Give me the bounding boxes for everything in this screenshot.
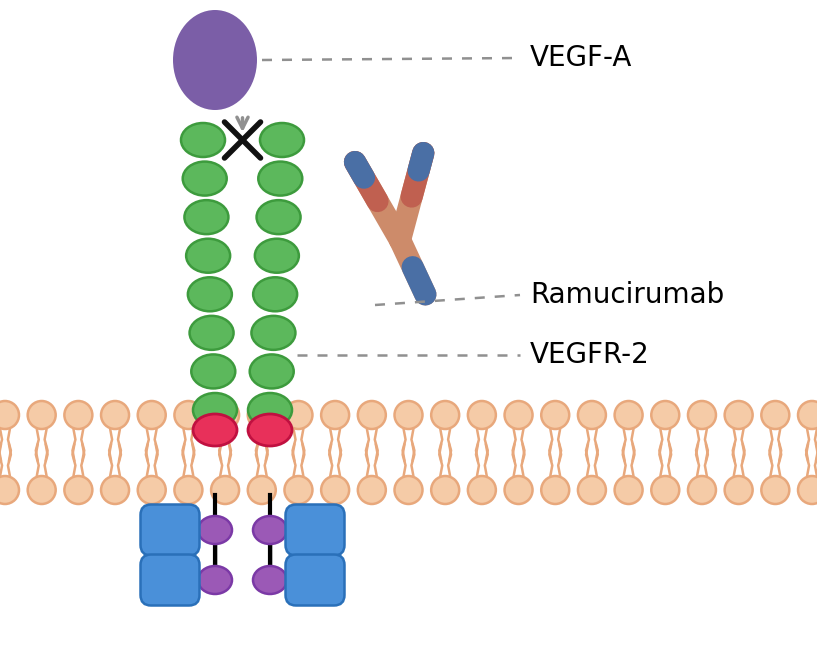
Ellipse shape xyxy=(255,239,299,272)
Text: VEGF-A: VEGF-A xyxy=(530,44,632,72)
Ellipse shape xyxy=(321,476,349,504)
Ellipse shape xyxy=(252,316,296,350)
Ellipse shape xyxy=(28,476,56,504)
Ellipse shape xyxy=(183,162,226,196)
Ellipse shape xyxy=(688,401,716,429)
Ellipse shape xyxy=(191,355,235,389)
Ellipse shape xyxy=(614,476,643,504)
Ellipse shape xyxy=(651,401,679,429)
Ellipse shape xyxy=(395,476,422,504)
Ellipse shape xyxy=(725,401,752,429)
Ellipse shape xyxy=(358,401,386,429)
Ellipse shape xyxy=(798,476,817,504)
Ellipse shape xyxy=(578,476,606,504)
Ellipse shape xyxy=(260,123,304,157)
Ellipse shape xyxy=(248,393,292,427)
Ellipse shape xyxy=(198,516,232,544)
Ellipse shape xyxy=(688,476,716,504)
Ellipse shape xyxy=(65,401,92,429)
FancyBboxPatch shape xyxy=(285,554,345,605)
Ellipse shape xyxy=(28,401,56,429)
Ellipse shape xyxy=(174,476,203,504)
Ellipse shape xyxy=(211,476,239,504)
Ellipse shape xyxy=(505,476,533,504)
Ellipse shape xyxy=(358,476,386,504)
Ellipse shape xyxy=(188,277,232,312)
Ellipse shape xyxy=(0,401,19,429)
Ellipse shape xyxy=(190,316,234,350)
Ellipse shape xyxy=(395,401,422,429)
Ellipse shape xyxy=(651,476,679,504)
Ellipse shape xyxy=(0,476,19,504)
Ellipse shape xyxy=(468,476,496,504)
Ellipse shape xyxy=(541,401,569,429)
Ellipse shape xyxy=(185,200,229,234)
Ellipse shape xyxy=(258,162,302,196)
Ellipse shape xyxy=(253,277,297,312)
Ellipse shape xyxy=(101,476,129,504)
Ellipse shape xyxy=(186,239,230,272)
Ellipse shape xyxy=(578,401,606,429)
Ellipse shape xyxy=(284,476,312,504)
Ellipse shape xyxy=(211,401,239,429)
Ellipse shape xyxy=(193,414,237,446)
Ellipse shape xyxy=(138,476,166,504)
Text: VEGFR-2: VEGFR-2 xyxy=(530,341,650,369)
Ellipse shape xyxy=(321,401,349,429)
Ellipse shape xyxy=(468,401,496,429)
Ellipse shape xyxy=(725,476,752,504)
Ellipse shape xyxy=(541,476,569,504)
Ellipse shape xyxy=(250,355,294,389)
Ellipse shape xyxy=(198,566,232,594)
Ellipse shape xyxy=(253,516,287,544)
Ellipse shape xyxy=(173,10,257,110)
Ellipse shape xyxy=(248,414,292,446)
Ellipse shape xyxy=(431,476,459,504)
Ellipse shape xyxy=(614,401,643,429)
Ellipse shape xyxy=(253,566,287,594)
Ellipse shape xyxy=(193,393,237,427)
Ellipse shape xyxy=(248,401,276,429)
Ellipse shape xyxy=(174,401,203,429)
Ellipse shape xyxy=(761,476,789,504)
Ellipse shape xyxy=(284,401,312,429)
Ellipse shape xyxy=(101,401,129,429)
FancyBboxPatch shape xyxy=(141,505,199,556)
FancyBboxPatch shape xyxy=(141,554,199,605)
Ellipse shape xyxy=(248,476,276,504)
Ellipse shape xyxy=(257,200,301,234)
Ellipse shape xyxy=(181,123,225,157)
Ellipse shape xyxy=(65,476,92,504)
Ellipse shape xyxy=(431,401,459,429)
Ellipse shape xyxy=(798,401,817,429)
Ellipse shape xyxy=(761,401,789,429)
FancyBboxPatch shape xyxy=(285,505,345,556)
Ellipse shape xyxy=(138,401,166,429)
Ellipse shape xyxy=(505,401,533,429)
Text: Ramucirumab: Ramucirumab xyxy=(530,281,724,309)
